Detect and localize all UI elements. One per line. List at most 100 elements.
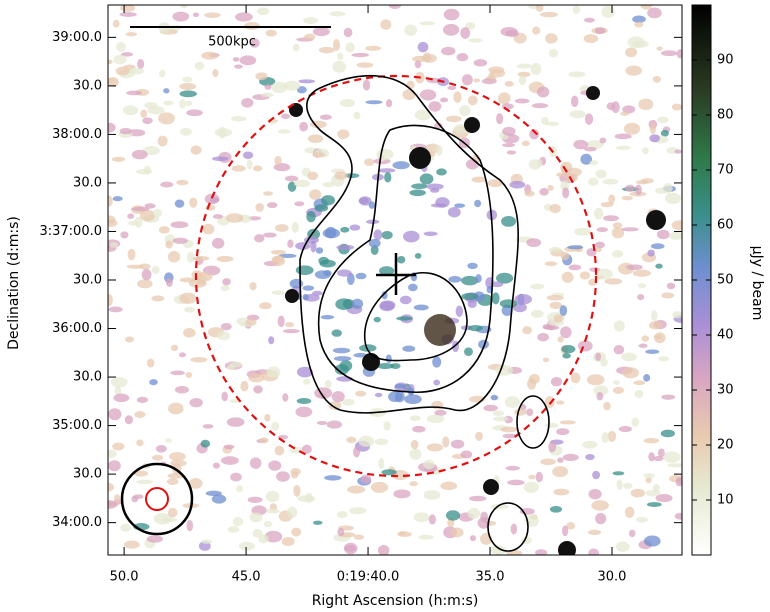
noise-blob: [623, 122, 641, 135]
noise-blob: [414, 109, 433, 121]
noise-blob: [229, 361, 243, 368]
noise-blob: [351, 52, 370, 58]
source: [464, 117, 480, 133]
noise-blob: [461, 292, 479, 301]
noise-blob: [331, 391, 345, 403]
noise-blob: [136, 439, 144, 447]
noise-blob: [585, 140, 604, 149]
noise-blob: [450, 527, 464, 538]
noise-blob: [112, 19, 120, 28]
noise-blob: [556, 172, 567, 177]
noise-blob: [116, 41, 126, 52]
noise-blob: [409, 448, 422, 460]
y-tick-label: 34:00.0: [52, 515, 102, 530]
noise-blob: [426, 414, 445, 424]
colorbar-tick-label: 50: [717, 273, 734, 288]
noise-blob: [562, 353, 571, 359]
noise-blob: [654, 332, 666, 344]
noise-blob: [285, 322, 294, 328]
noise-blob: [186, 109, 203, 117]
noise-blob: [599, 137, 607, 144]
noise-blob: [562, 453, 579, 462]
noise-blob: [657, 116, 669, 124]
noise-blob: [202, 424, 214, 429]
noise-blob: [447, 85, 457, 91]
noise-blob: [231, 116, 247, 122]
noise-blob: [126, 90, 142, 96]
noise-blob: [469, 535, 477, 542]
noise-blob: [170, 344, 179, 352]
noise-blob: [108, 76, 119, 88]
noise-blob: [588, 177, 599, 187]
noise-blob: [328, 401, 342, 410]
noise-blob: [125, 336, 135, 343]
noise-blob: [238, 541, 256, 551]
noise-blob: [528, 474, 536, 480]
noise-blob: [241, 97, 254, 108]
noise-blob: [646, 502, 662, 508]
noise-blob: [268, 460, 282, 471]
noise-blob: [379, 301, 395, 312]
noise-blob: [582, 440, 598, 449]
noise-blob: [282, 329, 300, 334]
noise-blob: [332, 60, 347, 73]
noise-blob: [332, 39, 341, 51]
noise-blob: [381, 469, 397, 476]
noise-blob: [409, 189, 426, 197]
noise-blob: [454, 203, 466, 208]
noise-blob: [232, 57, 240, 62]
noise-blob: [138, 263, 151, 270]
noise-blob: [170, 221, 189, 229]
noise-blob: [548, 441, 557, 453]
noise-blob: [172, 11, 190, 22]
noise-blob: [588, 548, 600, 555]
colorbar-tick-label: 90: [717, 53, 734, 68]
noise-blob: [216, 331, 231, 341]
noise-blob: [134, 411, 146, 419]
noise-blob: [302, 293, 309, 301]
noise-blob: [428, 101, 442, 112]
noise-blob: [176, 179, 189, 186]
noise-blob: [222, 278, 231, 286]
noise-blob: [450, 439, 465, 449]
noise-blob: [418, 534, 434, 540]
noise-blob: [271, 81, 288, 94]
contour: [363, 272, 468, 362]
noise-blob: [635, 516, 649, 523]
noise-blob: [346, 273, 355, 285]
noise-blob: [468, 324, 483, 332]
noise-blob: [465, 22, 476, 30]
noise-blob: [277, 129, 291, 134]
noise-blob: [322, 228, 341, 239]
noise-blob: [179, 292, 197, 304]
noise-blob: [542, 325, 560, 331]
noise-blob: [111, 156, 126, 162]
noise-blob: [108, 294, 113, 307]
noise-blob: [524, 190, 535, 197]
noise-blob: [304, 33, 316, 41]
noise-blob: [643, 535, 661, 547]
noise-blob: [347, 485, 366, 494]
noise-blob: [556, 428, 570, 436]
noise-blob: [671, 220, 682, 231]
noise-blob: [471, 176, 487, 183]
noise-blob: [392, 161, 410, 170]
noise-blob: [295, 406, 313, 418]
noise-blob: [189, 197, 198, 208]
noise-blob: [295, 265, 314, 276]
noise-blob: [652, 483, 661, 493]
noise-blob: [442, 23, 460, 36]
noise-blob: [220, 456, 239, 465]
noise-blob: [365, 100, 383, 105]
noise-blob: [244, 21, 260, 30]
noise-blob: [445, 510, 461, 521]
noise-blob: [189, 397, 203, 408]
noise-blob: [245, 318, 257, 325]
noise-blob: [132, 494, 144, 500]
noise-blob: [394, 390, 405, 403]
noise-blob: [483, 404, 498, 412]
noise-blob: [593, 385, 609, 396]
noise-blob: [627, 36, 645, 48]
noise-blob: [211, 156, 229, 161]
noise-blob: [188, 478, 203, 489]
